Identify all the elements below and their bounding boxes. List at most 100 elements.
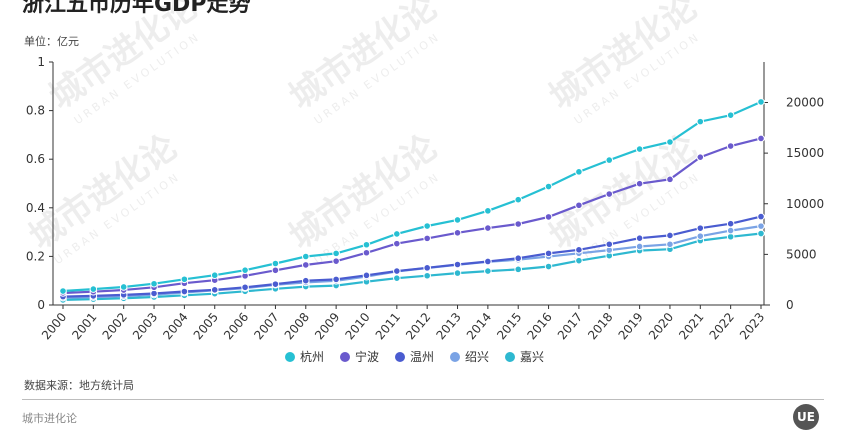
footer-brand: 城市进化论 <box>22 412 77 425</box>
left-tick-label: 0.2 <box>26 249 45 263</box>
data-point <box>666 138 674 146</box>
data-point <box>484 257 492 266</box>
legend-swatch <box>395 352 405 362</box>
data-point <box>271 266 280 275</box>
data-point <box>757 229 765 238</box>
x-tick-label: 2021 <box>676 310 706 342</box>
chart-title: 浙江五市历年GDP走势 <box>22 0 251 17</box>
legend-item: 绍兴 <box>450 350 489 364</box>
data-point <box>332 275 340 284</box>
legend-item: 宁波 <box>340 349 379 364</box>
brand-logo-icon: UE <box>793 404 819 430</box>
series-line <box>62 100 762 293</box>
data-point <box>514 265 523 274</box>
watermark-text: 城市进化论 <box>282 0 445 117</box>
watermark-text: 城市进化论 <box>542 0 705 117</box>
x-tick-label: 2010 <box>342 310 372 342</box>
data-point <box>423 264 431 272</box>
left-tick-label: 0 <box>37 298 45 312</box>
right-tick-label: 20000 <box>786 96 824 110</box>
data-point <box>544 213 553 221</box>
data-point <box>393 239 401 248</box>
x-tick-label: 2019 <box>616 310 646 342</box>
x-tick-label: 2014 <box>464 310 494 342</box>
left-tick-label: 0.8 <box>26 104 45 118</box>
data-point <box>514 220 523 228</box>
legend-swatch <box>285 352 295 362</box>
data-point <box>605 156 614 164</box>
data-point <box>453 260 462 269</box>
x-tick-label: 2015 <box>494 310 524 342</box>
left-tick-label: 1 <box>37 55 45 69</box>
legend-label: 温州 <box>410 350 434 364</box>
source-label: 数据来源：地方统计局 <box>24 379 134 392</box>
data-point <box>423 234 431 243</box>
data-point <box>605 240 614 249</box>
data-point <box>89 285 98 293</box>
data-point <box>605 190 614 198</box>
data-point <box>241 283 249 292</box>
data-point <box>514 254 523 263</box>
legend-swatch <box>450 352 460 362</box>
right-tick-label: 5000 <box>786 247 817 261</box>
data-point <box>332 249 340 258</box>
x-tick-label: 2013 <box>433 310 463 342</box>
data-point <box>393 230 401 238</box>
data-point <box>514 195 523 204</box>
data-point <box>544 182 553 191</box>
data-point <box>757 98 765 106</box>
x-tick-label: 2016 <box>525 310 555 342</box>
data-point <box>635 145 644 153</box>
data-point <box>757 134 765 143</box>
data-point <box>544 249 553 258</box>
right-tick-label: 10000 <box>786 197 824 211</box>
data-point <box>666 175 674 184</box>
data-point <box>362 271 371 280</box>
data-point <box>726 142 735 150</box>
legend-item: 嘉兴 <box>505 350 544 364</box>
data-point <box>241 266 249 274</box>
legend-swatch <box>340 352 350 362</box>
x-tick-label: 2007 <box>251 310 281 342</box>
data-point <box>332 257 340 265</box>
data-point <box>757 212 765 221</box>
data-point <box>150 289 158 298</box>
data-point <box>726 226 735 235</box>
right-tick-label: 0 <box>786 298 794 312</box>
series-绍兴 <box>59 222 765 302</box>
x-tick-label: 2000 <box>39 310 69 342</box>
data-point <box>271 280 280 288</box>
x-tick-label: 2008 <box>282 310 312 342</box>
x-tick-label: 2001 <box>69 310 99 342</box>
data-point <box>453 229 462 237</box>
data-point <box>726 232 735 241</box>
data-point <box>696 117 705 126</box>
legend-label: 杭州 <box>300 349 324 364</box>
data-point <box>757 222 765 230</box>
data-point <box>696 153 705 161</box>
data-point <box>393 274 401 282</box>
data-point <box>484 267 492 275</box>
series-line <box>62 232 762 301</box>
data-point <box>696 232 705 240</box>
series-line <box>62 215 762 298</box>
x-tick-label: 2022 <box>707 310 737 342</box>
data-point <box>362 248 371 257</box>
data-point <box>726 219 735 228</box>
left-tick-label: 0.4 <box>26 201 45 215</box>
footer-divider <box>22 399 824 400</box>
data-point <box>666 231 674 240</box>
x-tick-label: 2003 <box>130 310 160 342</box>
left-tick-label: 0.6 <box>26 152 45 166</box>
data-point <box>210 286 219 294</box>
data-point <box>150 279 158 288</box>
x-tick-label: 2002 <box>100 310 130 342</box>
legend-label: 嘉兴 <box>520 350 544 364</box>
x-tick-label: 2005 <box>191 310 221 342</box>
x-tick-label: 2023 <box>737 310 767 342</box>
data-point <box>696 224 705 232</box>
data-point <box>544 262 553 271</box>
